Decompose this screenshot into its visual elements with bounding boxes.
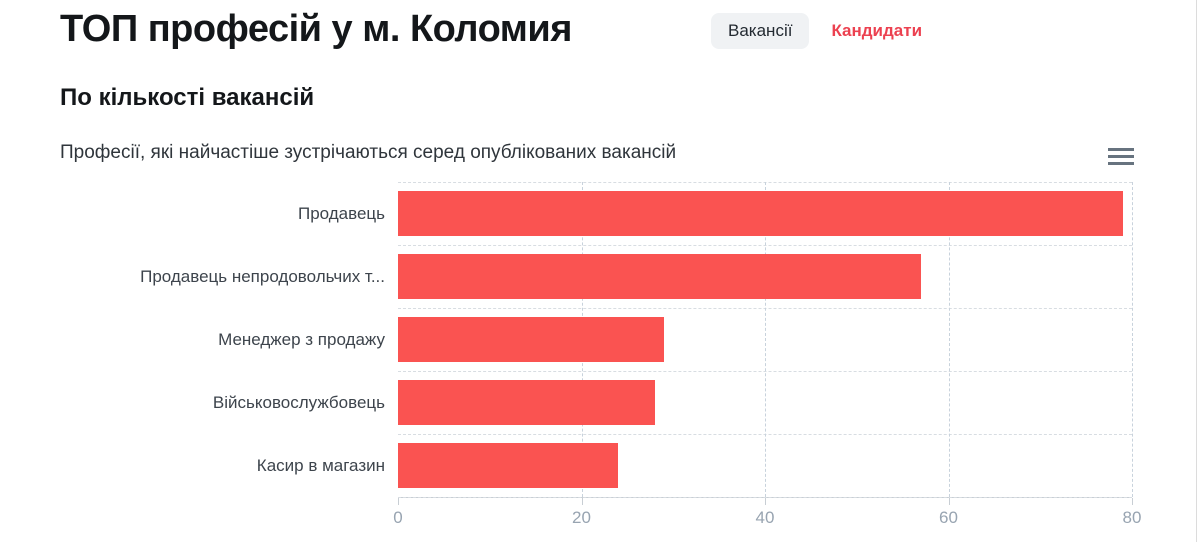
tab-candidates[interactable]: Кандидати bbox=[831, 13, 922, 49]
hamburger-line bbox=[1108, 147, 1134, 151]
category-label: Військовослужбовець bbox=[212, 393, 385, 412]
bar[interactable] bbox=[398, 317, 665, 362]
tab-vacancies[interactable]: Вакансії bbox=[711, 13, 810, 49]
category-label: Касир в магазин bbox=[256, 456, 385, 475]
axis-tick-mark bbox=[1132, 498, 1133, 505]
category-label: Продавець bbox=[297, 204, 385, 223]
bar[interactable] bbox=[398, 254, 921, 299]
bar-chart: Продавець Продавець непродовольчих т... Ме… bbox=[0, 182, 1200, 532]
gridline-vertical bbox=[1132, 182, 1133, 497]
axis-tick-mark bbox=[398, 498, 399, 505]
axis-tick-mark bbox=[581, 498, 583, 505]
bar[interactable] bbox=[398, 443, 619, 488]
axis-tick-label: 60 bbox=[939, 508, 958, 527]
axis-tick-label: 20 bbox=[572, 508, 591, 527]
hamburger-line bbox=[1108, 154, 1134, 158]
bar[interactable] bbox=[398, 191, 1123, 236]
chart-description: Професії, які найчастіше зустрічаються с… bbox=[60, 142, 677, 163]
bar[interactable] bbox=[398, 380, 655, 425]
hamburger-menu-icon[interactable] bbox=[1108, 143, 1138, 169]
section-subtitle: По кількості вакансій bbox=[60, 84, 315, 111]
page-right-border bbox=[1196, 0, 1197, 542]
hamburger-line bbox=[1108, 161, 1134, 165]
gridline-vertical bbox=[765, 182, 766, 497]
category-label: Менеджер з продажу bbox=[218, 330, 385, 349]
plot-area: 0 20 40 60 80 bbox=[393, 182, 1141, 527]
axis-tick-label: 80 bbox=[1122, 508, 1142, 527]
axis-tick-label: 40 bbox=[755, 508, 775, 527]
axis-tick-label: 0 bbox=[393, 508, 403, 527]
page-title: ТОП професій у м. Коломия bbox=[60, 8, 572, 50]
axis-tick-mark bbox=[948, 498, 950, 505]
tab-group: Вакансії Кандидати bbox=[711, 13, 922, 49]
axis-tick-mark bbox=[765, 498, 766, 505]
gridline-vertical bbox=[948, 182, 950, 497]
gridline-horizontal bbox=[398, 497, 1132, 498]
category-label: Продавець непродовольчих т... bbox=[140, 267, 385, 286]
